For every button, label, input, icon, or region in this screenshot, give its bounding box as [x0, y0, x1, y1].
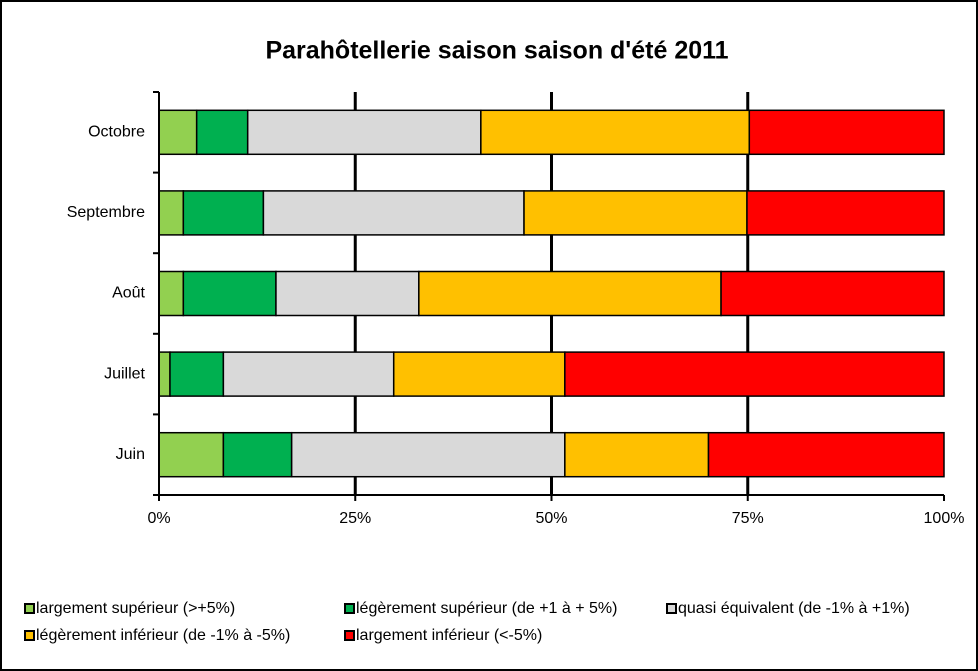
bar-segment [195, 109, 249, 156]
x-tick-label: 75% [732, 510, 764, 527]
bar-segment [748, 109, 945, 156]
bar-segment [480, 109, 751, 156]
bar-segment [182, 270, 277, 317]
legend-label: quasi équivalent (de -1% à +1%) [678, 600, 910, 617]
legend-label: légèrement inférieur (de -1% à -5%) [36, 627, 290, 644]
y-tick-label: Juin [116, 446, 145, 463]
legend-swatch [344, 630, 355, 641]
bar-segment [158, 351, 171, 397]
bar-segment [246, 109, 482, 156]
legend-label: légèrement supérieur (de +1 à + 5%) [356, 600, 617, 617]
legend-label: largement inférieur (<-5%) [356, 627, 542, 644]
x-tick-label: 25% [339, 510, 371, 527]
y-tick-label: Octobre [88, 124, 145, 141]
legend-swatch [24, 630, 35, 641]
legend-label: largement supérieur (>+5%) [36, 600, 235, 617]
bar-segment [746, 190, 945, 236]
bar-segment [564, 351, 945, 397]
bar-segment [275, 270, 420, 317]
bar-segment [262, 190, 525, 236]
bar-segment [222, 431, 293, 478]
bar-segment [564, 431, 710, 478]
x-tick-label: 100% [924, 510, 965, 527]
bar-segment [158, 270, 185, 317]
legend-swatch [666, 603, 677, 614]
bar-segment [523, 190, 748, 236]
bar-segment [707, 431, 945, 478]
y-tick-label: Août [112, 285, 145, 302]
x-tick-label: 50% [535, 510, 567, 527]
legend-swatch [24, 603, 35, 614]
bar-segment [392, 351, 566, 397]
x-tick-label: 0% [147, 510, 170, 527]
chart-title: Parahôtellerie saison saison d'été 2011 [265, 37, 728, 65]
bar-segment [158, 109, 198, 156]
bar-segment [158, 190, 185, 236]
bar-segment [169, 351, 225, 397]
bar-segment [222, 351, 395, 397]
y-tick-label: Septembre [67, 204, 145, 221]
bar-segment [290, 431, 566, 478]
legend-swatch [344, 603, 355, 614]
bar-segment [158, 431, 225, 478]
bar-segment [720, 270, 945, 317]
bar-segment [418, 270, 722, 317]
bar-segment [182, 190, 265, 236]
y-tick-label: Juillet [104, 365, 145, 382]
